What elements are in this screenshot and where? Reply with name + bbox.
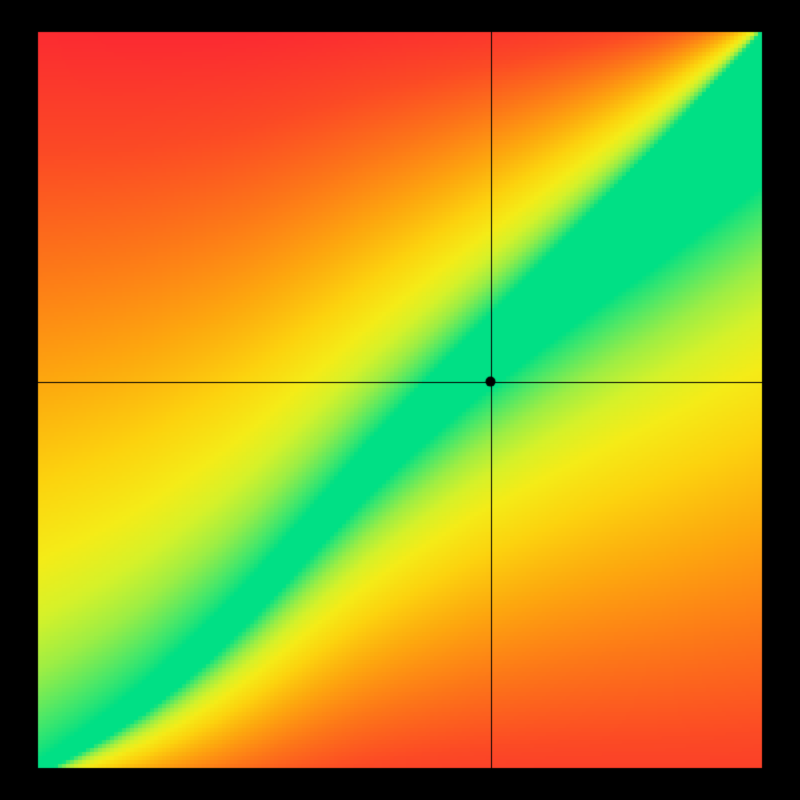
chart-container: TheBottleneck.com [0, 0, 800, 800]
watermark-text: TheBottleneck.com [557, 6, 760, 32]
heatmap-canvas [0, 0, 800, 800]
